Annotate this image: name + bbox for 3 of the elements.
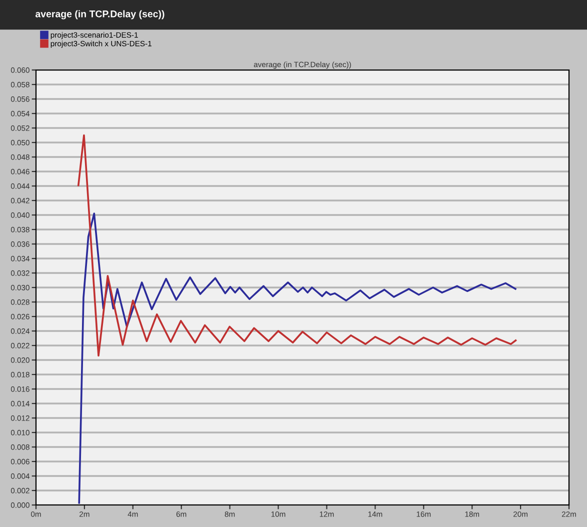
chart-title: average (in TCP.Delay (sec))	[36, 10, 164, 20]
line-series	[78, 212, 516, 504]
line-series	[77, 134, 517, 357]
